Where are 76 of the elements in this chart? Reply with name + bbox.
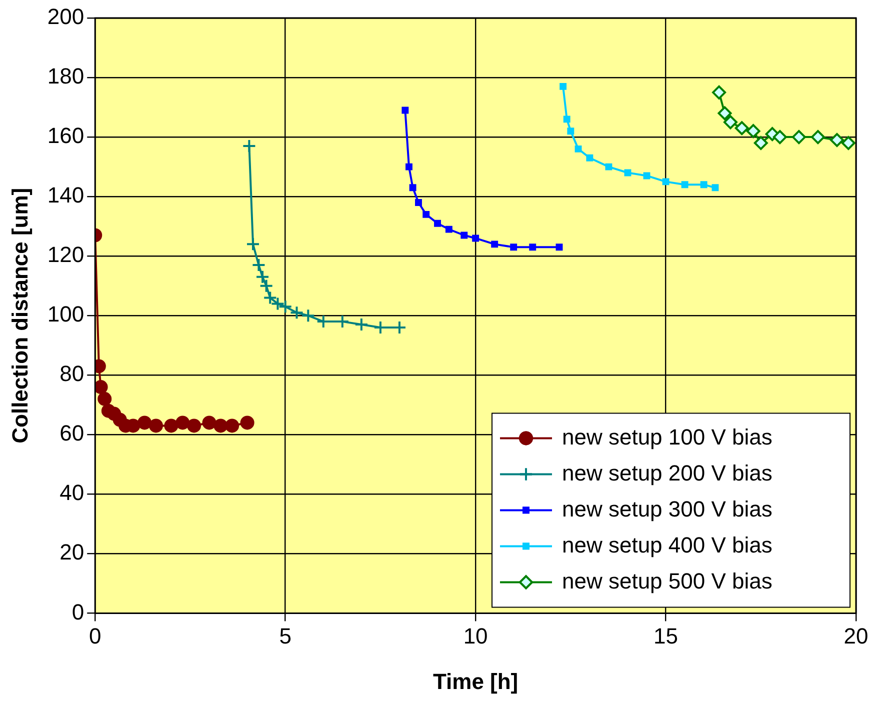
point bbox=[754, 136, 768, 150]
point bbox=[662, 178, 670, 186]
point bbox=[460, 232, 468, 239]
point bbox=[246, 237, 260, 252]
point bbox=[409, 184, 416, 192]
point bbox=[242, 138, 256, 153]
point bbox=[718, 106, 732, 120]
point bbox=[700, 181, 708, 188]
point bbox=[810, 130, 825, 144]
point bbox=[560, 82, 567, 90]
point bbox=[354, 318, 368, 332]
legend-label: new setup 300 V bias bbox=[562, 496, 772, 522]
y-tick-label: 40 bbox=[60, 480, 84, 506]
point bbox=[187, 418, 202, 433]
y-tick-label: 60 bbox=[60, 420, 84, 446]
x-tick-label: 10 bbox=[463, 623, 488, 648]
point bbox=[176, 416, 190, 430]
point bbox=[240, 416, 254, 430]
point bbox=[290, 306, 304, 320]
point bbox=[415, 199, 422, 206]
legend-label: new setup 100 V bias bbox=[562, 424, 772, 450]
y-tick-label: 140 bbox=[47, 182, 84, 208]
point bbox=[445, 226, 452, 233]
point bbox=[643, 172, 650, 180]
point bbox=[138, 416, 152, 430]
point bbox=[681, 181, 688, 188]
point bbox=[556, 244, 563, 251]
point bbox=[574, 145, 582, 152]
legend-label: new setup 200 V bias bbox=[562, 460, 772, 486]
point bbox=[772, 130, 787, 144]
point bbox=[422, 210, 430, 218]
point bbox=[301, 308, 316, 323]
x-axis-title: Time [h] bbox=[432, 668, 518, 694]
x-tick-label: 0 bbox=[88, 623, 102, 648]
legend-label: new setup 500 V bias bbox=[562, 568, 772, 594]
y-tick-label: 80 bbox=[60, 361, 84, 386]
point bbox=[734, 121, 749, 136]
point bbox=[510, 244, 518, 251]
point bbox=[792, 130, 806, 144]
point bbox=[529, 244, 536, 251]
y-tick-label: 200 bbox=[47, 4, 84, 30]
y-tick-label: 120 bbox=[47, 242, 84, 268]
x-tick-label: 5 bbox=[279, 623, 292, 648]
point bbox=[746, 124, 760, 138]
point bbox=[202, 416, 216, 430]
x-tick-label: 15 bbox=[654, 623, 678, 648]
point bbox=[605, 163, 612, 170]
point bbox=[406, 163, 412, 170]
point bbox=[723, 115, 738, 130]
point bbox=[434, 220, 441, 227]
point bbox=[164, 418, 178, 433]
point bbox=[252, 258, 266, 272]
y-tick-label: 100 bbox=[47, 302, 84, 327]
y-axis-title: Collection distance [um] bbox=[7, 188, 32, 444]
point bbox=[841, 136, 856, 150]
point bbox=[712, 85, 726, 100]
point bbox=[491, 240, 498, 248]
point bbox=[830, 133, 844, 148]
point bbox=[402, 106, 409, 114]
point bbox=[567, 128, 574, 135]
point bbox=[712, 184, 719, 192]
x-tick-label: 20 bbox=[844, 623, 868, 648]
y-tick-label: 180 bbox=[47, 64, 84, 89]
point bbox=[98, 392, 112, 406]
y-tick-label: 20 bbox=[60, 540, 84, 565]
point bbox=[225, 418, 240, 433]
point bbox=[214, 418, 228, 433]
point bbox=[624, 169, 632, 176]
point bbox=[472, 234, 480, 242]
legend-label: new setup 400 V bias bbox=[562, 532, 772, 558]
point bbox=[563, 116, 570, 123]
point bbox=[95, 380, 108, 394]
y-tick-label: 160 bbox=[47, 123, 84, 148]
y-tick-label: 0 bbox=[72, 599, 84, 624]
point bbox=[586, 154, 594, 162]
point bbox=[148, 418, 163, 433]
